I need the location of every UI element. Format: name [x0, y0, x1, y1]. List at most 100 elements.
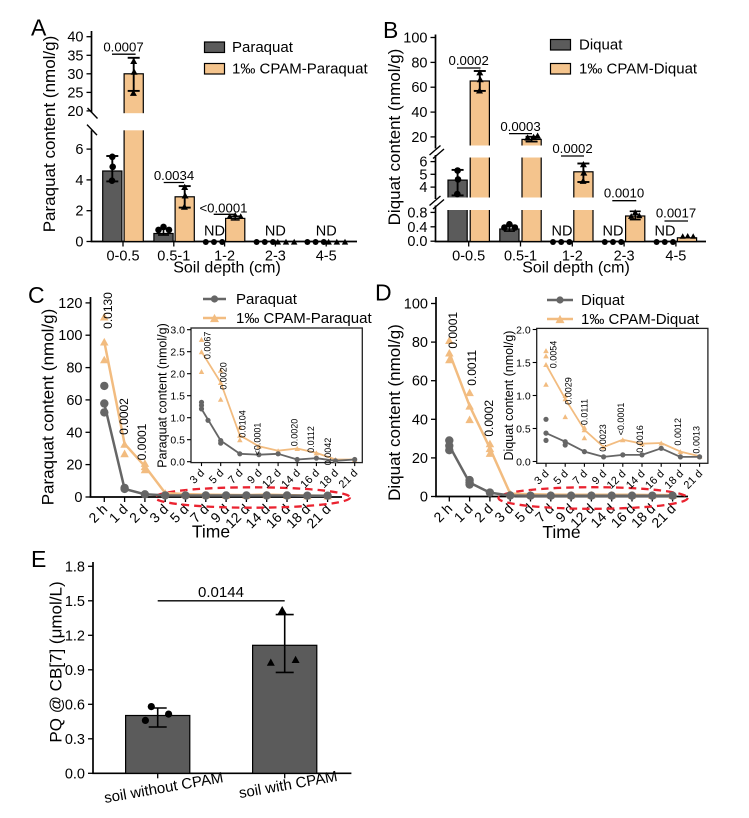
svg-text:Soil depth (cm): Soil depth (cm)	[173, 260, 281, 277]
svg-text:0-0.5: 0-0.5	[452, 249, 485, 265]
svg-text:1‰ CPAM-Paraquat: 1‰ CPAM-Paraquat	[232, 61, 368, 78]
svg-text:0.5-1: 0.5-1	[504, 249, 537, 265]
svg-text:80: 80	[411, 55, 427, 71]
svg-text:1‰ CPAM-Diquat: 1‰ CPAM-Diquat	[581, 311, 700, 328]
svg-text:ND: ND	[552, 224, 573, 240]
svg-text:0.0: 0.0	[170, 457, 185, 469]
svg-text:Diquat: Diquat	[581, 292, 625, 309]
svg-text:1‰ CPAM-Paraquat: 1‰ CPAM-Paraquat	[236, 310, 372, 327]
svg-text:5: 5	[419, 167, 427, 183]
svg-text:1-2: 1-2	[214, 249, 235, 265]
svg-text:60: 60	[411, 80, 427, 96]
svg-text:0.0012: 0.0012	[673, 418, 683, 446]
svg-text:0.0104: 0.0104	[238, 410, 248, 438]
svg-text:0.8: 0.8	[407, 205, 427, 221]
svg-text:1.8: 1.8	[65, 559, 85, 575]
svg-text:40: 40	[66, 425, 82, 441]
svg-text:1.0: 1.0	[516, 390, 531, 402]
svg-text:30: 30	[67, 67, 83, 83]
svg-text:0.0020: 0.0020	[219, 362, 229, 390]
svg-text:4: 4	[419, 180, 427, 196]
svg-text:D: D	[375, 280, 392, 306]
svg-text:0.0042: 0.0042	[323, 438, 333, 466]
svg-text:0-0.5: 0-0.5	[106, 249, 139, 265]
svg-text:0.0067: 0.0067	[202, 332, 212, 360]
svg-text:Paraquat content (nmol/g): Paraquat content (nmol/g)	[40, 36, 59, 233]
svg-text:ND: ND	[204, 224, 225, 240]
svg-text:ND: ND	[603, 224, 624, 240]
svg-text:0.0002: 0.0002	[552, 141, 592, 156]
svg-text:4: 4	[75, 173, 83, 189]
svg-text:3.0: 3.0	[170, 325, 185, 337]
svg-text:40: 40	[412, 412, 428, 428]
svg-text:Time: Time	[192, 522, 230, 542]
svg-text:0.0029: 0.0029	[563, 377, 573, 405]
svg-text:ND: ND	[265, 224, 286, 240]
svg-text:20: 20	[67, 104, 83, 120]
svg-text:1-2: 1-2	[562, 249, 583, 265]
svg-text:Paraquat: Paraquat	[232, 39, 294, 56]
svg-text:20: 20	[66, 458, 82, 474]
svg-text:4-5: 4-5	[316, 249, 337, 265]
svg-text:0.9: 0.9	[65, 663, 85, 679]
svg-text:Diquat content (nmol/g): Diquat content (nmol/g)	[385, 49, 404, 226]
svg-text:120: 120	[58, 296, 82, 312]
svg-text:60: 60	[66, 393, 82, 409]
svg-text:100: 100	[58, 328, 82, 344]
svg-text:60: 60	[412, 374, 428, 390]
svg-text:1.5: 1.5	[516, 357, 531, 369]
svg-text:1‰ CPAM-Diquat: 1‰ CPAM-Diquat	[579, 61, 698, 78]
svg-text:Paraquat: Paraquat	[236, 291, 298, 308]
svg-text:1.5: 1.5	[170, 391, 185, 403]
svg-text:Diquat content (nmol/g): Diquat content (nmol/g)	[502, 331, 516, 461]
svg-text:0.0001: 0.0001	[446, 312, 460, 349]
svg-text:<0.0001: <0.0001	[616, 403, 626, 436]
svg-text:6: 6	[419, 155, 427, 171]
svg-text:1.5: 1.5	[65, 594, 85, 610]
svg-text:0.0017: 0.0017	[656, 206, 696, 221]
svg-text:Diquat: Diquat	[579, 37, 623, 54]
svg-text:35: 35	[67, 48, 83, 64]
svg-text:0.0001: 0.0001	[135, 423, 149, 460]
svg-text:0.0: 0.0	[65, 766, 85, 782]
svg-text:0.5: 0.5	[516, 423, 531, 435]
svg-text:Paraquat content (nmol/g): Paraquat content (nmol/g)	[39, 309, 58, 506]
svg-text:25: 25	[67, 85, 83, 101]
svg-text:2-3: 2-3	[265, 249, 286, 265]
svg-text:40: 40	[67, 30, 83, 46]
svg-text:0.0002: 0.0002	[482, 400, 496, 437]
svg-text:80: 80	[412, 335, 428, 351]
svg-text:0.0: 0.0	[516, 456, 531, 468]
svg-text:C: C	[28, 282, 45, 308]
svg-text:80: 80	[66, 361, 82, 377]
svg-text:Soil depth (cm): Soil depth (cm)	[522, 260, 630, 277]
svg-text:2.5: 2.5	[170, 347, 185, 359]
svg-text:Time: Time	[542, 522, 580, 542]
svg-text:0.0020: 0.0020	[290, 419, 300, 447]
svg-text:Diquat content (nmol/g): Diquat content (nmol/g)	[385, 324, 404, 501]
svg-text:2-3: 2-3	[614, 249, 635, 265]
svg-text:0.3: 0.3	[65, 732, 85, 748]
svg-text:4-5: 4-5	[665, 249, 686, 265]
svg-text:<0.0001: <0.0001	[199, 201, 247, 216]
svg-text:0.0: 0.0	[407, 234, 427, 250]
svg-text:0.0002: 0.0002	[449, 53, 489, 68]
svg-text:0.0011: 0.0011	[465, 350, 479, 386]
svg-text:0.4: 0.4	[407, 220, 427, 236]
svg-text:0.0111: 0.0111	[579, 399, 589, 425]
svg-text:ND: ND	[316, 224, 337, 240]
svg-text:ND: ND	[655, 224, 676, 240]
svg-text:A: A	[31, 15, 47, 41]
svg-text:100: 100	[403, 31, 427, 47]
svg-text:20: 20	[411, 130, 427, 146]
svg-text:0.0003: 0.0003	[500, 119, 540, 134]
svg-text:100: 100	[404, 297, 428, 313]
svg-text:E: E	[31, 546, 46, 572]
svg-text:0.0010: 0.0010	[604, 186, 644, 201]
svg-text:6: 6	[75, 142, 83, 158]
svg-text:PQ @ CB[7] (μmol/L): PQ @ CB[7] (μmol/L)	[47, 581, 66, 742]
svg-text:40: 40	[411, 105, 427, 121]
svg-text:1.2: 1.2	[65, 628, 85, 644]
svg-text:2.0: 2.0	[170, 369, 185, 381]
svg-text:0: 0	[75, 235, 83, 251]
